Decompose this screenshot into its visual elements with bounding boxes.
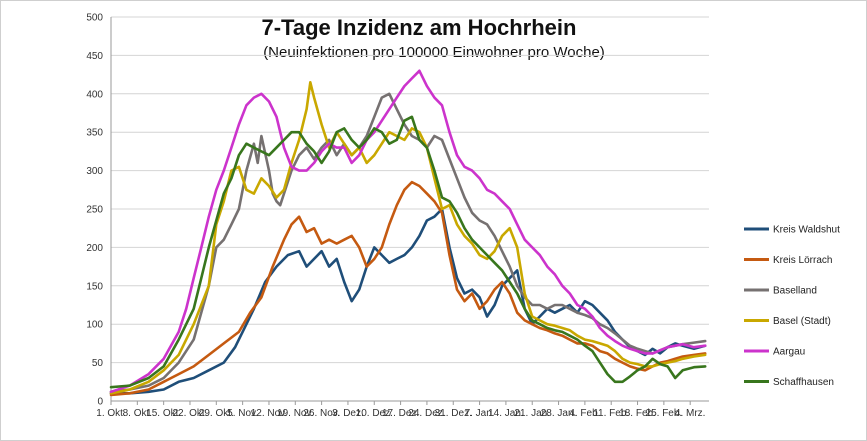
y-tick-label: 450 — [86, 51, 103, 62]
legend: Kreis Waldshut Kreis Lörrach Baselland Base… — [744, 225, 840, 388]
legend-label: Kreis Lörrach — [773, 255, 832, 266]
x-tick-label: 17. Dez. — [382, 408, 419, 419]
x-tick-label: 1. Okt. — [96, 408, 125, 419]
x-tick-label: 19. Nov. — [277, 408, 314, 419]
y-axis-ticks: 0 50 100 150 200 250 300 350 400 450 500 — [86, 13, 103, 408]
y-tick-label: 500 — [86, 13, 103, 24]
x-tick-label: 5. Nov. — [227, 408, 258, 419]
y-tick-label: 300 — [86, 166, 103, 177]
y-tick-label: 250 — [86, 205, 103, 216]
x-tick-label: 8. Okt. — [123, 408, 152, 419]
x-tick-label: 4. Feb. — [569, 408, 600, 419]
x-tick-label: 18. Feb. — [619, 408, 656, 419]
series-line — [109, 207, 707, 395]
y-tick-label: 150 — [86, 281, 103, 292]
x-tick-label: 31. Dez. — [435, 408, 472, 419]
x-tick-label: 28. Jan. — [541, 408, 577, 419]
x-tick-label: 21. Jan. — [514, 408, 550, 419]
chart-subtitle: (Neuinfektionen pro 100000 Einwohner pro… — [263, 44, 605, 61]
legend-label: Basel (Stadt) — [773, 316, 831, 327]
legend-label: Kreis Waldshut — [773, 225, 840, 236]
x-tick-label: 4. Mrz. — [675, 408, 706, 419]
series-lines — [109, 69, 707, 397]
x-axis-ticks: 1. Okt.8. Okt.15. Okt.22. Okt.29. Okt.5.… — [96, 401, 705, 419]
x-tick-label: 24. Dez. — [408, 408, 445, 419]
series-line — [109, 69, 707, 394]
x-tick-label: 25. Feb. — [646, 408, 683, 419]
legend-label: Schaffhausen — [773, 377, 834, 388]
x-tick-label: 14. Jan. — [488, 408, 524, 419]
y-tick-label: 200 — [86, 243, 103, 254]
x-tick-label: 26. Nov. — [303, 408, 340, 419]
y-tick-label: 50 — [92, 358, 104, 369]
legend-label: Baselland — [773, 286, 817, 297]
legend-label: Aargau — [773, 347, 805, 358]
x-tick-label: 7. Jan. — [465, 408, 495, 419]
chart-title: 7-Tage Inzidenz am Hochrhein — [262, 15, 577, 40]
x-tick-label: 29. Okt. — [199, 408, 234, 419]
x-tick-label: 22. Okt. — [172, 408, 207, 419]
y-tick-label: 350 — [86, 128, 103, 139]
x-tick-label: 3. Dez. — [332, 408, 364, 419]
series-line — [109, 180, 707, 397]
series-line — [109, 92, 707, 394]
series-line — [109, 115, 707, 389]
x-tick-label: 12. Nov. — [251, 408, 288, 419]
y-tick-label: 0 — [97, 397, 103, 408]
y-tick-label: 100 — [86, 320, 103, 331]
x-tick-label: 15. Okt. — [146, 408, 181, 419]
x-tick-label: 10. Dez. — [356, 408, 393, 419]
y-tick-label: 400 — [86, 89, 103, 100]
x-tick-label: 11. Feb. — [593, 408, 629, 419]
